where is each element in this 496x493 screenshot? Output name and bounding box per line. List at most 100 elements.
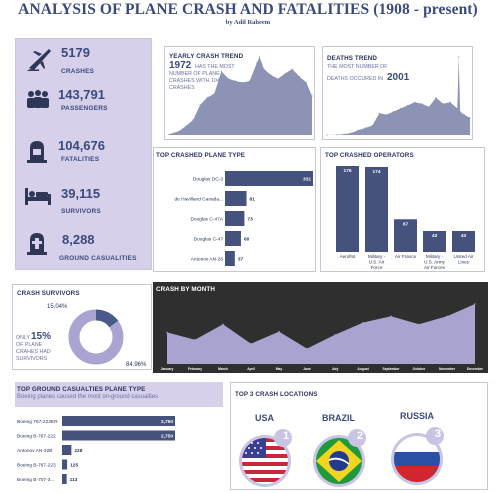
yearly-trend-point [199,104,201,106]
usa-flag-icon [239,429,292,487]
month-point [250,343,252,345]
deaths-trend-line-1: THE MOST NUMBER OF [327,64,388,70]
deaths-trend-chart [326,56,471,136]
month-point [278,330,280,333]
yearly-trend-point [305,81,307,84]
deaths-trend-point [458,56,460,58]
ground-casualties-value: 8,288 [62,232,95,247]
deaths-trend-point [469,117,471,119]
deaths-trend-point [459,111,461,113]
survivors-note-line-2: CRAHES HAD [16,349,51,355]
operators-category-label: Military - [368,254,386,259]
operators-category-label: U.S. Air [369,260,385,265]
deaths-trend-point [407,104,409,106]
deaths-trend-point [336,134,338,136]
survivors-label: SURVIVORS [61,208,101,215]
plane-type-category-label: Douglas DC-3 [193,177,223,183]
operators-category-label: Air France [395,254,417,259]
operators-category-label: U.S. Army [424,260,445,265]
deaths-trend-point [357,129,359,131]
ground-category-label: Boeing B-707-3... [17,477,54,483]
yearly-trend-point [220,70,222,72]
plane-type-bar [225,251,235,266]
donut-value-label: 15.04% [47,304,68,310]
yearly-trend-point [256,62,258,64]
passengers-value: 143,791 [58,87,105,102]
yearly-trend-point [291,68,293,70]
month-area [167,304,475,364]
survivors-note-line-1: OF PLANE [16,342,43,348]
month-point [334,334,336,336]
yearly-trend-point [227,78,230,80]
rank-badge-3: 3 [434,428,442,440]
plane-type-panel: TOP CRASHED PLANE TYPE Douglas DC-3 331 de… [153,147,316,272]
yearly-trend-point [185,125,187,127]
ground-header-band [15,382,223,407]
deaths-trend-point [378,112,380,114]
crashing-plane-icon [27,49,51,71]
operators-panel: TOP CRASHED OPERATORS 176 Aeroflot 174 Mili… [320,147,485,272]
ground-value-label: 125 [70,463,78,469]
yearly-trend-panel: YEARLY CRASH TREND 1972 HAS THE MOST NUM… [164,46,315,140]
month-tick-label: September [382,367,400,371]
yearly-trend-line-2: NUMBER OF PLANE [169,71,220,77]
plane-type-title: TOP CRASHED PLANE TYPE [156,152,246,159]
deaths-trend-line-2: DEATHS OCCURED IN [327,76,384,82]
yearly-trend-title: YEARLY CRASH TREND [169,53,244,60]
plane-type-value-label: 331 [303,177,311,183]
ground-subtitle: Boeing planes caused the most on-ground … [17,394,159,400]
crash-by-month-chart: January February March April May June July Augu… [161,303,484,371]
month-tick-label: February [188,367,202,371]
operators-value-label: 174 [372,169,380,175]
deaths-trend-point [456,107,458,110]
operators-bar [336,166,359,252]
ground-bar [62,430,175,441]
ground-category-label: Boeing 767-223ER [17,419,58,425]
yearly-trend-point [311,95,313,97]
yearly-trend-point [192,119,194,121]
month-tick-label: October [413,367,426,371]
yearly-trend-area [169,57,312,135]
operators-value-label: 43 [432,233,438,239]
operators-value-label: 176 [343,168,351,174]
month-point [446,315,448,317]
ground-title: TOP GROUND CASUALTIES PLANE TYPE [17,386,146,393]
grave-icon [27,141,47,163]
plane-type-chart: Douglas DC-3 331 de Havilland Canada... 81 D… [174,171,313,266]
yearly-crash-trend-chart [168,56,313,135]
survivors-title: CRASH SURVIVORS [17,290,80,297]
ground-grave-icon [27,233,47,255]
month-tick-label: November [439,367,456,371]
operators-title: TOP CRASHED OPERATORS [325,152,414,159]
rank-badge-2: 2 [356,430,364,442]
crashes-value: 5179 [61,45,90,60]
month-point [306,347,308,350]
operators-category-label: United Air [454,254,474,259]
stats-panel: 5179 CRASHES 143,791 PASSENGERS 104,676 … [15,38,152,270]
month-tick-label: August [357,367,369,371]
operators-bar [423,230,446,252]
plane-type-category-label: Douglas C-47 [194,237,224,243]
locations-title: TOP 3 CRASH LOCATIONS [235,391,318,398]
operators-bar [365,166,388,252]
locations-panel: TOP 3 CRASH LOCATIONS USA BRAZIL RUSSIA … [230,382,488,490]
ground-value-label: 113 [70,477,78,483]
month-point [362,321,364,324]
yearly-trend-line-4: CRASHES [169,85,195,91]
ground-bar [62,474,67,484]
month-tick-label: April [247,367,255,371]
yearly-trend-point [234,80,237,82]
yearly-trend-point [168,133,170,135]
ground-casualties-label: GROUND CASUALITIES [59,255,137,262]
deaths-trend-point [371,125,373,127]
ground-bar [62,459,68,470]
rank-badge-1: 1 [282,430,290,442]
donut-value-label: 84.96% [126,362,147,368]
month-tick-label: July [332,367,339,371]
operators-value-label: 43 [461,233,467,239]
deaths-trend-year: 2001 [387,72,410,83]
ground-value-label: 2,750 [161,434,173,440]
fatalities-label: FATALITIES [61,156,100,163]
deaths-trend-point [414,101,416,103]
plane-type-value-label: 81 [250,197,256,203]
